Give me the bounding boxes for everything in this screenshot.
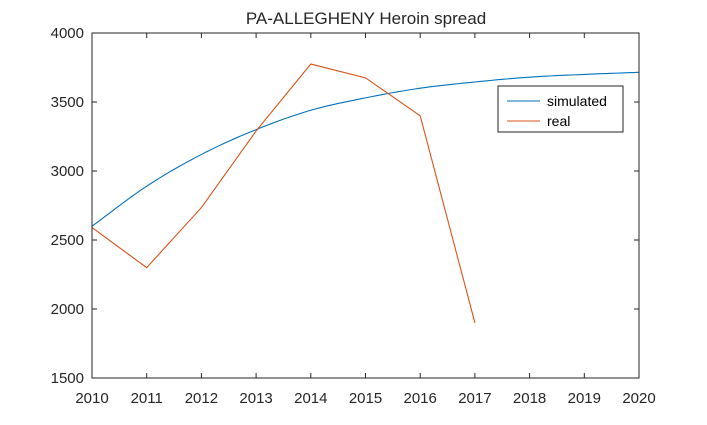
x-tick-label: 2010 <box>75 390 108 407</box>
y-tick-label: 2500 <box>51 232 84 249</box>
y-tick-label: 3000 <box>51 163 84 180</box>
x-tick-label: 2012 <box>185 390 218 407</box>
x-tick-label: 2018 <box>513 390 546 407</box>
axis-layer: 2010 2011 2012 2013 2014 2015 2016 2017 2018 2019… <box>51 25 656 407</box>
legend-label-simulated: simulated <box>547 93 607 109</box>
plot-area <box>92 33 639 378</box>
series-layer <box>91 63 640 323</box>
series-line-real <box>91 63 476 323</box>
x-tick-label: 2019 <box>568 390 601 407</box>
legend-box <box>497 85 624 133</box>
y-tick-label: 2000 <box>51 301 84 318</box>
chart-title: PA-ALLEGHENY Heroin spread <box>246 9 486 28</box>
x-tick-label: 2011 <box>131 390 163 407</box>
x-tick-label: 2014 <box>294 390 327 407</box>
x-tick-label: 2016 <box>404 390 437 407</box>
y-tick-label: 1500 <box>51 370 84 387</box>
x-tick-label: 2017 <box>458 390 491 407</box>
x-tick-label: 2020 <box>622 390 655 407</box>
legend-label-real: real <box>547 113 570 129</box>
y-tick-label: 3500 <box>51 94 84 111</box>
x-tick-label: 2013 <box>239 390 272 407</box>
series-line-simulated <box>91 71 640 227</box>
x-tick-label: 2015 <box>349 390 382 407</box>
legend: simulated real <box>497 85 624 133</box>
y-tick-label: 4000 <box>51 25 84 42</box>
